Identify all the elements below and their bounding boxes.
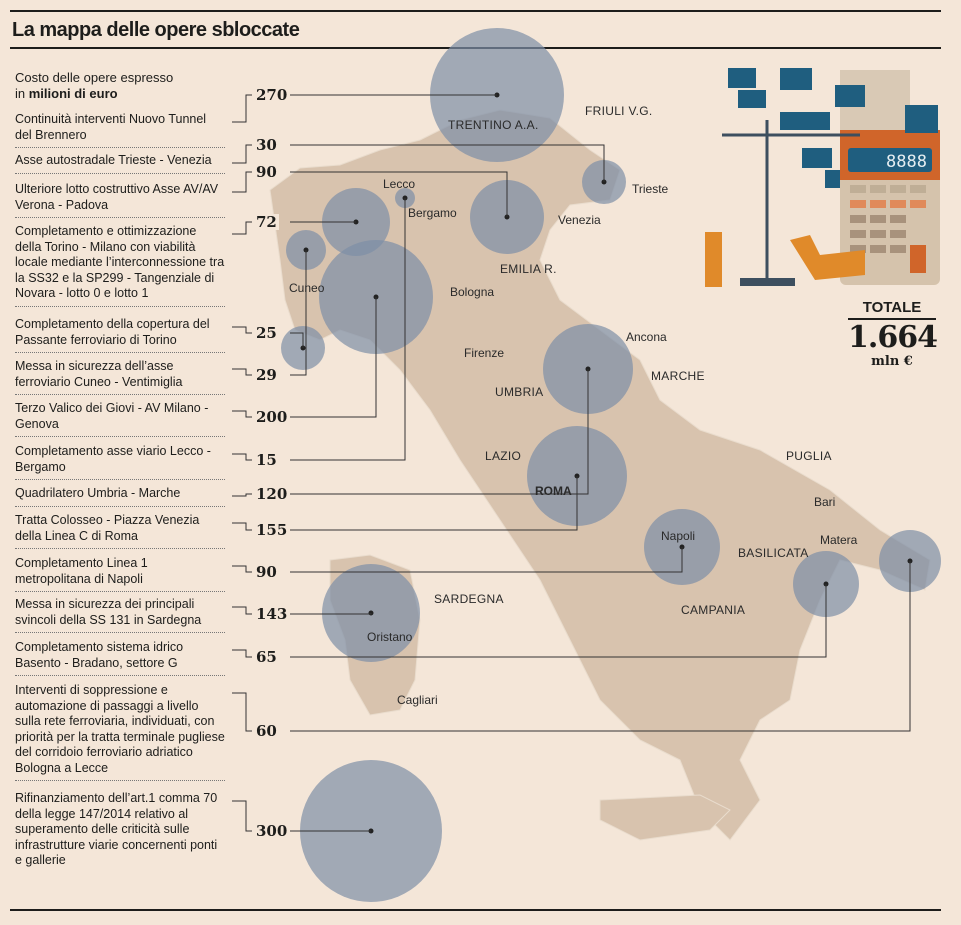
leader-line bbox=[232, 171, 508, 217]
project-value: 25 bbox=[254, 324, 279, 342]
project-item: Terzo Valico dei Giovi - AV Milano - Gen… bbox=[15, 401, 225, 437]
region-label: SARDEGNA bbox=[434, 592, 504, 606]
project-item: Rifinanziamento dell’art.1 comma 70 dell… bbox=[15, 791, 218, 867]
project-item: Completamento asse viario Lecco - Bergam… bbox=[15, 444, 225, 480]
region-label: PUGLIA bbox=[786, 449, 832, 463]
leader-line bbox=[232, 584, 827, 658]
leader-line bbox=[232, 250, 307, 376]
city-label: Bari bbox=[814, 495, 836, 509]
legend-prefix: in bbox=[15, 86, 29, 101]
project-item: Completamento Linea 1 metropolitana di N… bbox=[15, 556, 225, 592]
leader-line bbox=[232, 221, 356, 235]
project-value: 30 bbox=[254, 136, 279, 154]
project-value: 120 bbox=[254, 485, 290, 503]
project-value: 200 bbox=[254, 408, 290, 426]
legend-unit: milioni di euro bbox=[28, 86, 118, 101]
total-unit: mln € bbox=[871, 354, 913, 369]
leader-line bbox=[232, 369, 589, 497]
legend: Costo delle opere espresso in milioni di… bbox=[15, 70, 225, 102]
city-label: Bergamo bbox=[408, 206, 457, 220]
project-item: Ulteriore lotto costruttivo Asse AV/AV V… bbox=[15, 182, 225, 218]
project-item: Continuità interventi Nuovo Tunnel del B… bbox=[15, 112, 225, 148]
project-value: 300 bbox=[254, 822, 290, 840]
project-item: Completamento sistema idrico Basento - B… bbox=[15, 640, 225, 676]
region-label: FRIULI V.G. bbox=[585, 104, 653, 118]
project-value: 270 bbox=[254, 86, 290, 104]
project-value: 15 bbox=[254, 451, 279, 469]
city-label: Napoli bbox=[661, 529, 696, 543]
city-label: Trieste bbox=[632, 182, 669, 196]
illustration bbox=[705, 68, 940, 287]
leader-line bbox=[232, 800, 371, 832]
project-value: 90 bbox=[254, 563, 279, 581]
project-value: 65 bbox=[254, 648, 279, 666]
project-item: Messa in sicurezza dei principali svinco… bbox=[15, 597, 225, 633]
banknote-icons bbox=[728, 68, 938, 188]
city-label: Cuneo bbox=[289, 281, 325, 295]
leader-line bbox=[232, 144, 605, 182]
city-label: Matera bbox=[820, 533, 858, 547]
project-item: Interventi di soppressione e automazione… bbox=[15, 683, 225, 781]
leader-line bbox=[232, 606, 372, 615]
project-item: Quadrilatero Umbria - Marche bbox=[15, 486, 225, 507]
excavator-icon bbox=[790, 235, 865, 280]
city-label: Firenze bbox=[464, 346, 505, 360]
leader-lines bbox=[232, 94, 911, 832]
crane-icon bbox=[722, 120, 860, 285]
total-value: 1.664 bbox=[848, 318, 938, 355]
project-value: 90 bbox=[254, 163, 279, 181]
total-label: TOTALE bbox=[862, 299, 922, 316]
leader-line bbox=[232, 94, 497, 123]
project-value: 72 bbox=[254, 213, 279, 231]
project-item: Asse autostradale Trieste - Venezia bbox=[15, 153, 225, 174]
project-item: Completamento della copertura del Passan… bbox=[15, 317, 225, 353]
bottom-rule bbox=[10, 909, 941, 911]
city-label: Cagliari bbox=[397, 693, 438, 707]
project-value: 60 bbox=[254, 722, 279, 740]
region-label: CAMPANIA bbox=[681, 603, 746, 617]
leader-line bbox=[232, 326, 304, 348]
region-label: BASILICATA bbox=[738, 546, 809, 560]
top-rule bbox=[10, 10, 941, 12]
region-label: LAZIO bbox=[485, 449, 522, 463]
city-label: Oristano bbox=[367, 630, 413, 644]
leader-line bbox=[232, 476, 578, 531]
project-value: 143 bbox=[254, 605, 290, 623]
city-label: Ancona bbox=[626, 330, 667, 344]
project-item: Tratta Colosseo - Piazza Venezia della L… bbox=[15, 513, 225, 549]
page-title: La mappa delle opere sbloccate bbox=[12, 19, 300, 41]
calculator-display: 8888 bbox=[886, 152, 927, 172]
project-value: 29 bbox=[254, 366, 279, 384]
project-value: 155 bbox=[254, 521, 290, 539]
city-label: Lecco bbox=[383, 177, 416, 191]
project-item: Completamento e ottimizzazione della Tor… bbox=[15, 224, 225, 307]
region-label: MARCHE bbox=[651, 369, 705, 383]
project-item: Messa in sicurezza dell’asse ferroviario… bbox=[15, 359, 225, 395]
region-label: EMILIA R. bbox=[500, 262, 557, 276]
sicily bbox=[599, 794, 731, 841]
leader-line bbox=[232, 297, 377, 418]
region-label: UMBRIA bbox=[495, 385, 544, 399]
legend-line: Costo delle opere espresso bbox=[15, 70, 174, 85]
leader-line bbox=[232, 198, 406, 461]
city-label: Bologna bbox=[450, 285, 495, 299]
city-label: ROMA bbox=[535, 484, 572, 498]
region-label: TRENTINO A.A. bbox=[448, 118, 539, 132]
city-label: Venezia bbox=[558, 213, 601, 227]
leader-line bbox=[232, 561, 911, 732]
leader-line bbox=[232, 547, 683, 573]
